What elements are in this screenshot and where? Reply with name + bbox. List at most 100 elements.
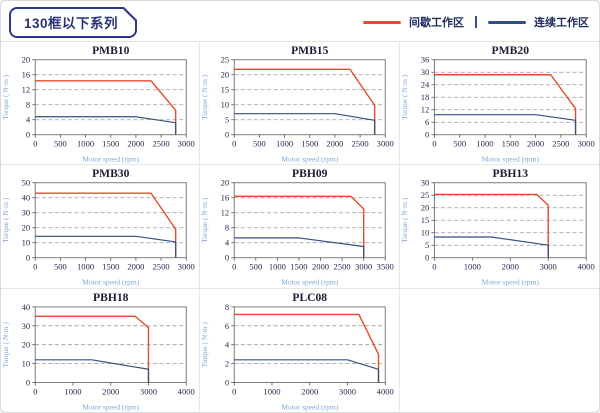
svg-text:4000: 4000: [178, 386, 195, 396]
svg-text:3500: 3500: [377, 262, 394, 272]
svg-text:12: 12: [22, 85, 31, 95]
svg-text:Motor speed (rpm): Motor speed (rpm): [82, 402, 139, 411]
page-title: 130框以下系列: [11, 9, 135, 36]
chart-cell-pmb15: PMB15 0 5 10 15 20 25 0 500 1000 1500 2000 2500 3000 M…: [200, 42, 400, 166]
svg-text:3000: 3000: [178, 262, 195, 272]
svg-text:0: 0: [425, 130, 429, 140]
svg-text:15: 15: [221, 85, 230, 95]
svg-text:1500: 1500: [102, 262, 119, 272]
svg-text:500: 500: [54, 139, 67, 149]
svg-text:3000: 3000: [140, 386, 157, 396]
svg-text:1500: 1500: [501, 139, 518, 149]
svg-text:30: 30: [22, 320, 31, 330]
svg-text:30: 30: [22, 208, 31, 218]
svg-text:25: 25: [420, 191, 429, 201]
svg-text:30: 30: [420, 178, 429, 188]
header: 130框以下系列 间歇工作区 连续工作区: [1, 1, 599, 41]
svg-text:8: 8: [225, 223, 229, 233]
svg-text:3000: 3000: [377, 139, 394, 149]
svg-text:PLC08: PLC08: [293, 292, 328, 304]
svg-text:2000: 2000: [102, 386, 119, 396]
svg-text:2000: 2000: [302, 386, 319, 396]
svg-text:PMB30: PMB30: [92, 168, 130, 180]
svg-text:3000: 3000: [355, 262, 372, 272]
svg-text:4: 4: [26, 115, 31, 125]
svg-text:Motor speed (rpm): Motor speed (rpm): [282, 154, 340, 163]
svg-text:0: 0: [26, 377, 30, 387]
svg-text:1000: 1000: [64, 386, 81, 396]
svg-text:500: 500: [54, 262, 67, 272]
legend-label-continuous: 连续工作区: [534, 17, 589, 29]
legend-line-continuous-icon: [488, 20, 526, 24]
svg-text:Torque ( N·m ): Torque ( N·m ): [1, 321, 10, 367]
svg-text:25: 25: [221, 55, 230, 65]
svg-text:6: 6: [425, 117, 429, 127]
svg-text:5: 5: [425, 241, 429, 251]
svg-text:0: 0: [33, 386, 37, 396]
svg-text:Torque ( N·m ): Torque ( N·m ): [200, 74, 209, 119]
svg-text:0: 0: [232, 386, 236, 396]
svg-text:2500: 2500: [153, 262, 170, 272]
empty-cell: [399, 288, 599, 412]
svg-text:Motor speed (rpm): Motor speed (rpm): [481, 154, 539, 163]
svg-text:20: 20: [22, 339, 31, 349]
svg-text:Torque ( N·m ): Torque ( N·m ): [1, 74, 10, 119]
svg-text:20: 20: [22, 55, 31, 65]
svg-text:Motor speed (rpm): Motor speed (rpm): [282, 402, 339, 411]
svg-text:1000: 1000: [264, 386, 281, 396]
svg-text:2: 2: [225, 358, 229, 368]
svg-text:PBH09: PBH09: [292, 168, 328, 180]
svg-text:Motor speed (rpm): Motor speed (rpm): [481, 278, 539, 287]
svg-text:10: 10: [221, 100, 230, 110]
svg-text:0: 0: [432, 139, 436, 149]
svg-text:36: 36: [420, 55, 429, 65]
svg-text:30: 30: [420, 67, 429, 77]
svg-text:18: 18: [420, 92, 429, 102]
svg-text:0: 0: [232, 139, 236, 149]
chart-cell-pbh13: PBH13 0 5 10 15 20 25 30 0 1000 2000 3000 4000 Motor …: [399, 165, 599, 289]
svg-text:2000: 2000: [527, 139, 544, 149]
svg-text:Torque ( N·m ): Torque ( N·m ): [1, 198, 10, 243]
svg-text:Motor speed (rpm): Motor speed (rpm): [282, 278, 340, 287]
svg-text:1000: 1000: [276, 139, 293, 149]
legend: 间歇工作区 连续工作区: [363, 14, 589, 30]
svg-text:5: 5: [225, 115, 229, 125]
svg-text:Torque ( N·m ): Torque ( N·m ): [200, 198, 209, 243]
svg-text:8: 8: [26, 100, 30, 110]
svg-text:2000: 2000: [127, 262, 144, 272]
svg-text:2000: 2000: [501, 262, 518, 272]
chart-cell-pmb20: PMB20 0 6 12 18 24 30 36 0 500 1000 1500 2000 2500 300…: [399, 42, 599, 166]
svg-text:1000: 1000: [463, 262, 480, 272]
svg-text:24: 24: [420, 80, 429, 90]
svg-text:0: 0: [225, 130, 229, 140]
svg-text:Motor speed (rpm): Motor speed (rpm): [82, 154, 140, 163]
svg-text:Motor speed (rpm): Motor speed (rpm): [82, 278, 140, 287]
svg-text:500: 500: [253, 139, 266, 149]
legend-line-intermittent-icon: [363, 20, 401, 24]
chart-cell-pbh09: PBH09 0 4 8 12 16 20 0 500 1000 1500 2000 2500 3000 35…: [200, 165, 400, 289]
svg-text:10: 10: [22, 358, 31, 368]
svg-text:3000: 3000: [339, 386, 356, 396]
svg-text:PBH18: PBH18: [93, 292, 129, 304]
svg-text:16: 16: [221, 193, 230, 203]
svg-text:12: 12: [221, 208, 230, 218]
svg-text:12: 12: [420, 105, 429, 115]
svg-text:4: 4: [225, 238, 230, 248]
chart-cell-pmb30: PMB30 0 10 20 30 40 50 0 500 1000 1500 2000 2500 3000…: [1, 165, 201, 289]
svg-text:0: 0: [232, 262, 236, 272]
svg-text:3000: 3000: [539, 262, 556, 272]
svg-text:20: 20: [420, 203, 429, 213]
svg-text:Torque ( N·m ): Torque ( N·m ): [200, 321, 209, 367]
svg-text:500: 500: [250, 262, 263, 272]
svg-text:PMB10: PMB10: [92, 45, 130, 57]
svg-text:40: 40: [22, 193, 31, 203]
svg-text:0: 0: [26, 130, 30, 140]
chart-cell-pmb10: PMB10 0 4 8 12 16 20 0 500 1000 1500 2000 2500 3000 Mo…: [1, 42, 201, 166]
svg-text:1000: 1000: [476, 139, 493, 149]
svg-text:10: 10: [420, 228, 429, 238]
svg-text:PMB15: PMB15: [291, 45, 329, 57]
svg-text:1000: 1000: [269, 262, 286, 272]
svg-text:0: 0: [26, 253, 30, 263]
svg-text:PBH13: PBH13: [492, 168, 528, 180]
svg-text:Torque ( N·m ): Torque ( N·m ): [400, 74, 409, 119]
